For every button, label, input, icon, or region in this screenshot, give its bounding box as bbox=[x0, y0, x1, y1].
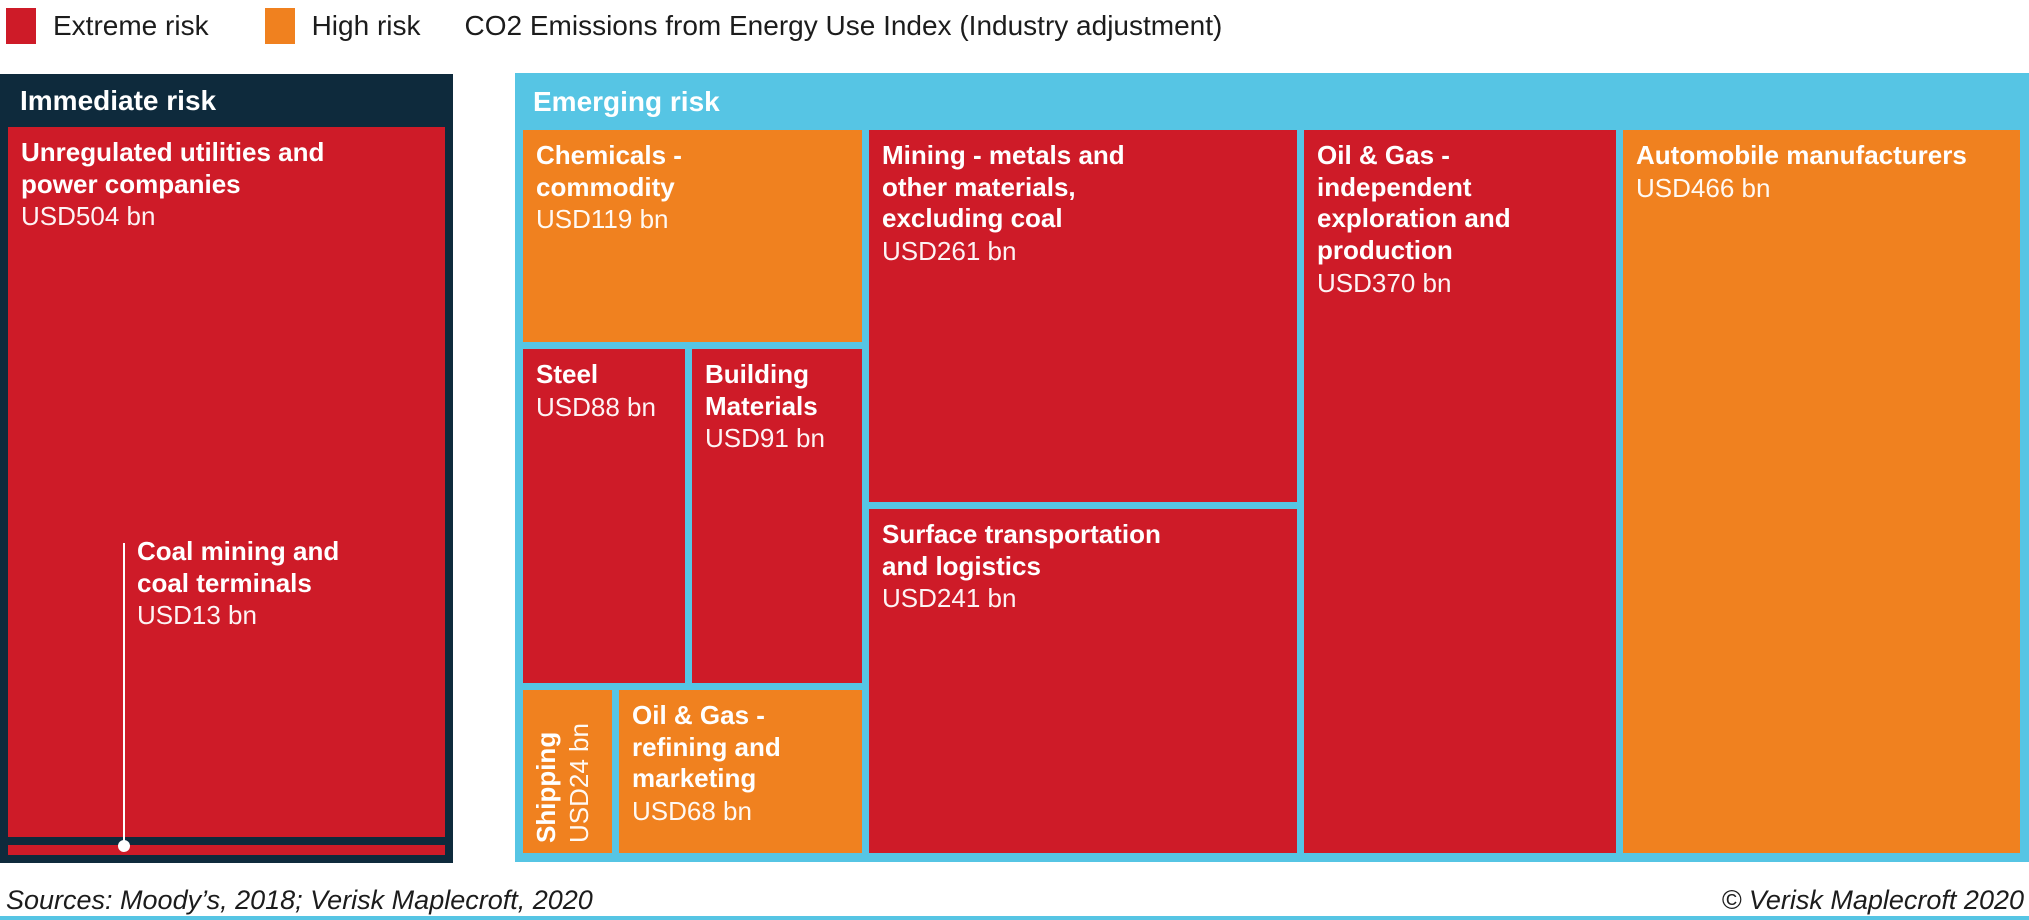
cell-title: Oil & Gas - refining and marketing bbox=[632, 700, 781, 794]
treemap-cell-steel: Steel USD88 bn bbox=[523, 349, 685, 683]
treemap-cell-coal-mining-strip bbox=[8, 845, 445, 855]
cell-title: Building Materials bbox=[705, 359, 818, 421]
cell-title: Automobile manufacturers bbox=[1636, 140, 1967, 170]
shipping-vertical-text: Shipping USD24 bn bbox=[523, 690, 612, 853]
sources-note: Sources: Moody’s, 2018; Verisk Maplecrof… bbox=[6, 885, 593, 915]
treemap-cell-oil-gas-refining: Oil & Gas - refining and marketing USD68… bbox=[619, 690, 862, 853]
treemap-cell-surface-transportation: Surface transportation and logistics USD… bbox=[869, 509, 1297, 853]
cell-value: USD88 bn bbox=[536, 391, 656, 422]
coal-callout-line bbox=[123, 543, 125, 845]
treemap-cell-oil-gas-independent: Oil & Gas - independent exploration and … bbox=[1304, 130, 1616, 853]
cell-value: USD466 bn bbox=[1636, 172, 1771, 203]
emerging-risk-panel: Emerging risk Chemicals - commodity USD1… bbox=[515, 73, 2029, 862]
coal-callout-dot bbox=[118, 840, 130, 852]
treemap-cell-automobile-manufacturers: Automobile manufacturers USD466 bn bbox=[1623, 130, 2020, 853]
cell-value: USD13 bn bbox=[137, 600, 257, 631]
cell-value: USD119 bn bbox=[536, 204, 669, 235]
cell-value: USD241 bn bbox=[882, 583, 1017, 614]
cell-title: Shipping bbox=[531, 731, 561, 843]
treemap-cell-unregulated-utilities: Unregulated utilities and power companie… bbox=[8, 127, 445, 837]
cell-value: USD68 bn bbox=[632, 796, 752, 827]
high-risk-label: High risk bbox=[311, 10, 421, 41]
treemap-cell-chemicals-commodity: Chemicals - commodity USD119 bn bbox=[523, 130, 862, 342]
extreme-risk-swatch bbox=[6, 8, 36, 44]
coal-callout-label: Coal mining and coal terminals USD13 bn bbox=[137, 536, 339, 632]
treemap-cell-mining-metals: Mining - metals and other materials, exc… bbox=[869, 130, 1297, 502]
treemap-cell-building-materials: Building Materials USD91 bn bbox=[692, 349, 862, 683]
cell-title: Coal mining and coal terminals bbox=[137, 536, 340, 598]
chart-title: CO2 Emissions from Energy Use Index (Ind… bbox=[464, 10, 1223, 41]
cell-value: USD261 bn bbox=[882, 236, 1017, 267]
cell-value: USD504 bn bbox=[21, 201, 156, 232]
bottom-accent-bar bbox=[0, 916, 2029, 920]
immediate-risk-header: Immediate risk bbox=[20, 85, 217, 116]
extreme-risk-label: Extreme risk bbox=[53, 10, 209, 41]
legend-row: Extreme risk High risk CO2 Emissions fro… bbox=[6, 6, 1222, 46]
immediate-risk-panel: Immediate risk Unregulated utilities and… bbox=[0, 74, 453, 863]
emerging-risk-header: Emerging risk bbox=[533, 86, 720, 117]
cell-value: USD370 bn bbox=[1317, 267, 1452, 298]
cell-title: Steel bbox=[536, 359, 599, 389]
high-risk-swatch bbox=[264, 8, 295, 44]
treemap-cell-shipping: Shipping USD24 bn bbox=[523, 690, 612, 853]
cell-title: Mining - metals and other materials, exc… bbox=[882, 140, 1125, 234]
cell-title: Oil & Gas - independent exploration and … bbox=[1317, 140, 1511, 266]
cell-value: USD91 bn bbox=[705, 423, 825, 454]
cell-title: Unregulated utilities and power companie… bbox=[21, 137, 325, 199]
copyright-note: © Verisk Maplecroft 2020 bbox=[1721, 885, 2024, 915]
cell-value: USD24 bn bbox=[563, 723, 594, 843]
cell-title: Surface transportation and logistics bbox=[882, 519, 1161, 581]
cell-title: Chemicals - commodity bbox=[536, 140, 682, 202]
